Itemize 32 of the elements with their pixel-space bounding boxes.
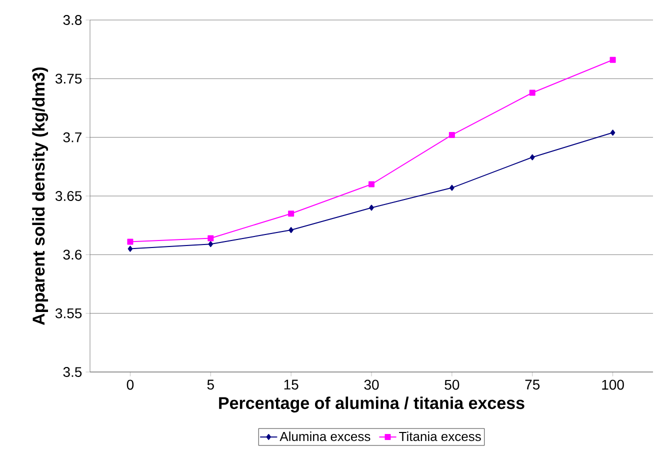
point <box>128 246 133 252</box>
legend-label: Titania excess <box>399 432 481 442</box>
legend-label: Alumina excess <box>280 432 370 442</box>
y-tick-label: 3.75 <box>55 74 82 84</box>
point <box>530 154 535 160</box>
x-axis-title: Percentage of alumina / titania excess <box>219 396 524 413</box>
point <box>610 130 616 136</box>
point <box>529 90 536 96</box>
y-tick-label: 3.65 <box>55 191 82 201</box>
x-tick-label: 100 <box>602 380 624 390</box>
point <box>448 132 455 138</box>
x-tick-label: 15 <box>284 380 298 390</box>
point <box>369 204 374 211</box>
y-axis-title: Apparent solid density (kg/dm3) <box>32 67 48 325</box>
y-tick-label: 3.5 <box>63 367 82 377</box>
point <box>208 241 214 248</box>
point <box>127 238 134 245</box>
point <box>288 227 294 234</box>
point <box>450 184 454 191</box>
y-tick-label: 3.55 <box>55 308 82 318</box>
x-tick-label: 50 <box>444 380 460 390</box>
point <box>610 56 616 63</box>
point <box>208 235 214 242</box>
x-tick-label: 5 <box>207 380 214 390</box>
point <box>368 181 374 188</box>
y-tick-label: 3.6 <box>63 250 82 260</box>
y-tick-label: 3.7 <box>63 132 82 142</box>
x-tick-label: 75 <box>525 380 540 390</box>
x-tick-label: 0 <box>126 380 134 390</box>
point <box>288 210 294 217</box>
x-tick-label: 30 <box>364 380 379 390</box>
y-tick-label: 3.8 <box>63 15 82 25</box>
